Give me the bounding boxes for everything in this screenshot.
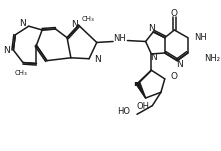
Text: N: N — [148, 24, 155, 33]
Text: O: O — [171, 72, 177, 81]
Text: N: N — [19, 19, 26, 28]
Text: N: N — [176, 60, 183, 69]
Text: NH: NH — [194, 33, 207, 42]
Text: NH₂: NH₂ — [204, 54, 220, 63]
Text: HO: HO — [117, 107, 130, 116]
Text: N: N — [94, 55, 101, 64]
Text: O: O — [171, 9, 178, 18]
Text: OH: OH — [136, 102, 149, 111]
Text: CH₃: CH₃ — [81, 16, 94, 22]
Text: NH: NH — [113, 34, 126, 43]
Text: CH₃: CH₃ — [15, 70, 27, 76]
Text: N: N — [71, 20, 78, 29]
Polygon shape — [135, 83, 146, 98]
Polygon shape — [135, 70, 151, 86]
Text: N: N — [150, 53, 157, 62]
Text: N: N — [3, 46, 10, 55]
